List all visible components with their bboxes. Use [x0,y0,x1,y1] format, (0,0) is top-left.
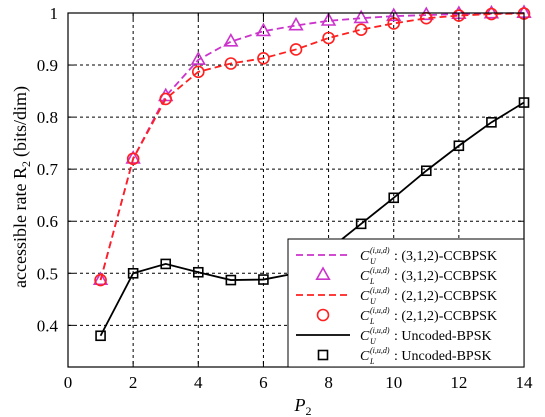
data-point [191,65,205,79]
y-tick-labels: 0.4 0.5 0.6 0.7 0.8 0.9 1 [37,4,59,335]
legend-marker-sample [316,308,330,322]
data-point [125,150,141,164]
data-point [322,31,335,45]
legend-subscript: L [369,277,375,286]
legend-label: : Uncoded-BPSK [394,349,492,364]
x-tick-label: 0 [64,373,73,392]
series-cl212 [94,7,531,287]
data-point [92,271,109,286]
y-tick-label: 1 [50,4,59,23]
x-tick-label: 2 [129,373,138,392]
legend-subscript: L [369,357,375,366]
legend-superscript: (i,u,d) [370,246,390,255]
legend-symbol: C [360,309,370,324]
data-point [95,330,106,342]
data-point [453,140,465,152]
legend-symbol: C [360,349,370,364]
data-point [160,258,172,270]
y-tick-label: 0.6 [37,212,58,231]
data-point [420,165,432,177]
legend-entry-cubpsk: C (i,u,d) U : Uncoded-BPSK [296,326,492,346]
legend-subscript: U [370,337,377,346]
data-point [257,51,270,65]
series-clbpsk [95,97,530,342]
legend-entry-cu212: C (i,u,d) U : (2,1,2)-CCBPSK [296,286,497,306]
y-tick-label: 0.7 [37,160,59,179]
legend-subscript: U [370,297,377,306]
legend-label: : (2,1,2)-CCBPSK [394,309,497,324]
y-axis-title: accessible rate R2(bits/dim) [10,86,33,288]
legend-superscript: (i,u,d) [370,346,390,355]
legend-entry-clbpsk: C (i,u,d) L : Uncoded-BPSK [317,346,492,366]
data-point [486,117,497,128]
x-tick-labels: 0 2 4 6 8 10 12 14 [64,373,533,392]
data-point [355,218,367,230]
data-point [386,7,402,22]
data-point [353,9,369,24]
y-tick-label: 0.5 [37,264,58,283]
y-tick-label: 0.8 [37,108,58,127]
legend-entry-cu312: C (i,u,d) U : (3,1,2)-CCBPSK [296,246,497,266]
data-point [223,33,239,47]
legend-subscript: L [369,317,375,326]
legend-symbol: C [360,269,370,284]
data-point [127,267,139,279]
x-axis-title: P2 [294,395,312,417]
data-point [258,274,269,285]
data-point [224,57,238,70]
x-tick-label: 14 [516,373,534,392]
legend-marker-sample [317,349,329,361]
x-tick-label: 6 [259,373,268,392]
data-point [126,152,140,166]
x-tick-label: 4 [194,373,203,392]
series-layer [92,4,532,342]
legend-label: : (2,1,2)-CCBPSK [394,289,497,304]
data-point [288,16,304,31]
legend-entry-cl312: C (i,u,d) L : (3,1,2)-CCBPSK [315,266,497,286]
data-point [94,273,107,287]
legend-subscript: U [370,257,377,266]
data-point [289,43,303,56]
data-point [483,4,500,19]
y-tick-label: 0.9 [37,56,58,75]
legend-superscript: (i,u,d) [370,326,390,335]
x-tick-label: 8 [324,373,333,392]
data-point [320,12,337,26]
data-point [354,23,368,36]
data-point [452,9,466,22]
legend-box [287,238,525,368]
x-tick-label: 12 [450,373,467,392]
legend-superscript: (i,u,d) [370,306,390,315]
data-point [485,7,498,21]
legend-symbol: C [360,289,370,304]
legend-entry-cl212: C (i,u,d) L : (2,1,2)-CCBPSK [316,306,497,326]
data-point [255,22,272,37]
legend-superscript: (i,u,d) [370,266,390,275]
legend-symbol: C [360,329,370,344]
legend-marker-sample [315,266,331,281]
y-tick-label: 0.4 [37,316,59,335]
data-point [388,192,400,204]
legend-symbol: C [360,249,370,264]
data-point [192,266,204,278]
legend-label: : (3,1,2)-CCBPSK [394,269,497,284]
data-point [190,51,206,65]
data-point [159,92,173,106]
x-tick-label: 10 [385,373,402,392]
data-point [225,274,237,286]
legend-label: : (3,1,2)-CCBPSK [394,249,497,264]
legend-superscript: (i,u,d) [370,286,390,295]
legend-label: : Uncoded-BPSK [394,329,492,344]
